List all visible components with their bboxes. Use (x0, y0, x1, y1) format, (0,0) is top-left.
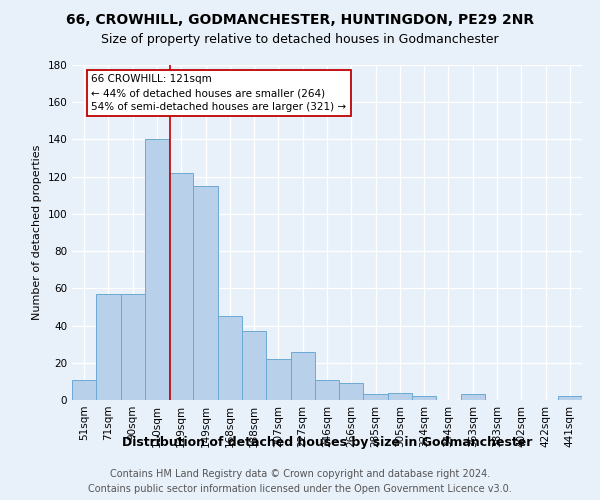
Text: Size of property relative to detached houses in Godmanchester: Size of property relative to detached ho… (101, 32, 499, 46)
Bar (388, 392, 412, 400)
Bar (169, 173, 193, 400)
Text: Contains HM Land Registry data © Crown copyright and database right 2024.: Contains HM Land Registry data © Crown c… (110, 469, 490, 479)
Bar (315, 380, 339, 400)
Bar (290, 352, 315, 400)
Y-axis label: Number of detached properties: Number of detached properties (32, 145, 42, 320)
Bar (558, 396, 582, 400)
Text: Contains public sector information licensed under the Open Government Licence v3: Contains public sector information licen… (88, 484, 512, 494)
Bar (72, 380, 96, 400)
Text: Distribution of detached houses by size in Godmanchester: Distribution of detached houses by size … (122, 436, 532, 449)
Bar (121, 294, 145, 400)
Bar (242, 331, 266, 400)
Bar (218, 316, 242, 400)
Bar (461, 394, 485, 400)
Text: 66 CROWHILL: 121sqm
← 44% of detached houses are smaller (264)
54% of semi-detac: 66 CROWHILL: 121sqm ← 44% of detached ho… (91, 74, 347, 112)
Text: 66, CROWHILL, GODMANCHESTER, HUNTINGDON, PE29 2NR: 66, CROWHILL, GODMANCHESTER, HUNTINGDON,… (66, 12, 534, 26)
Bar (145, 140, 169, 400)
Bar (339, 383, 364, 400)
Bar (412, 396, 436, 400)
Bar (193, 186, 218, 400)
Bar (364, 394, 388, 400)
Bar (96, 294, 121, 400)
Bar (266, 359, 290, 400)
